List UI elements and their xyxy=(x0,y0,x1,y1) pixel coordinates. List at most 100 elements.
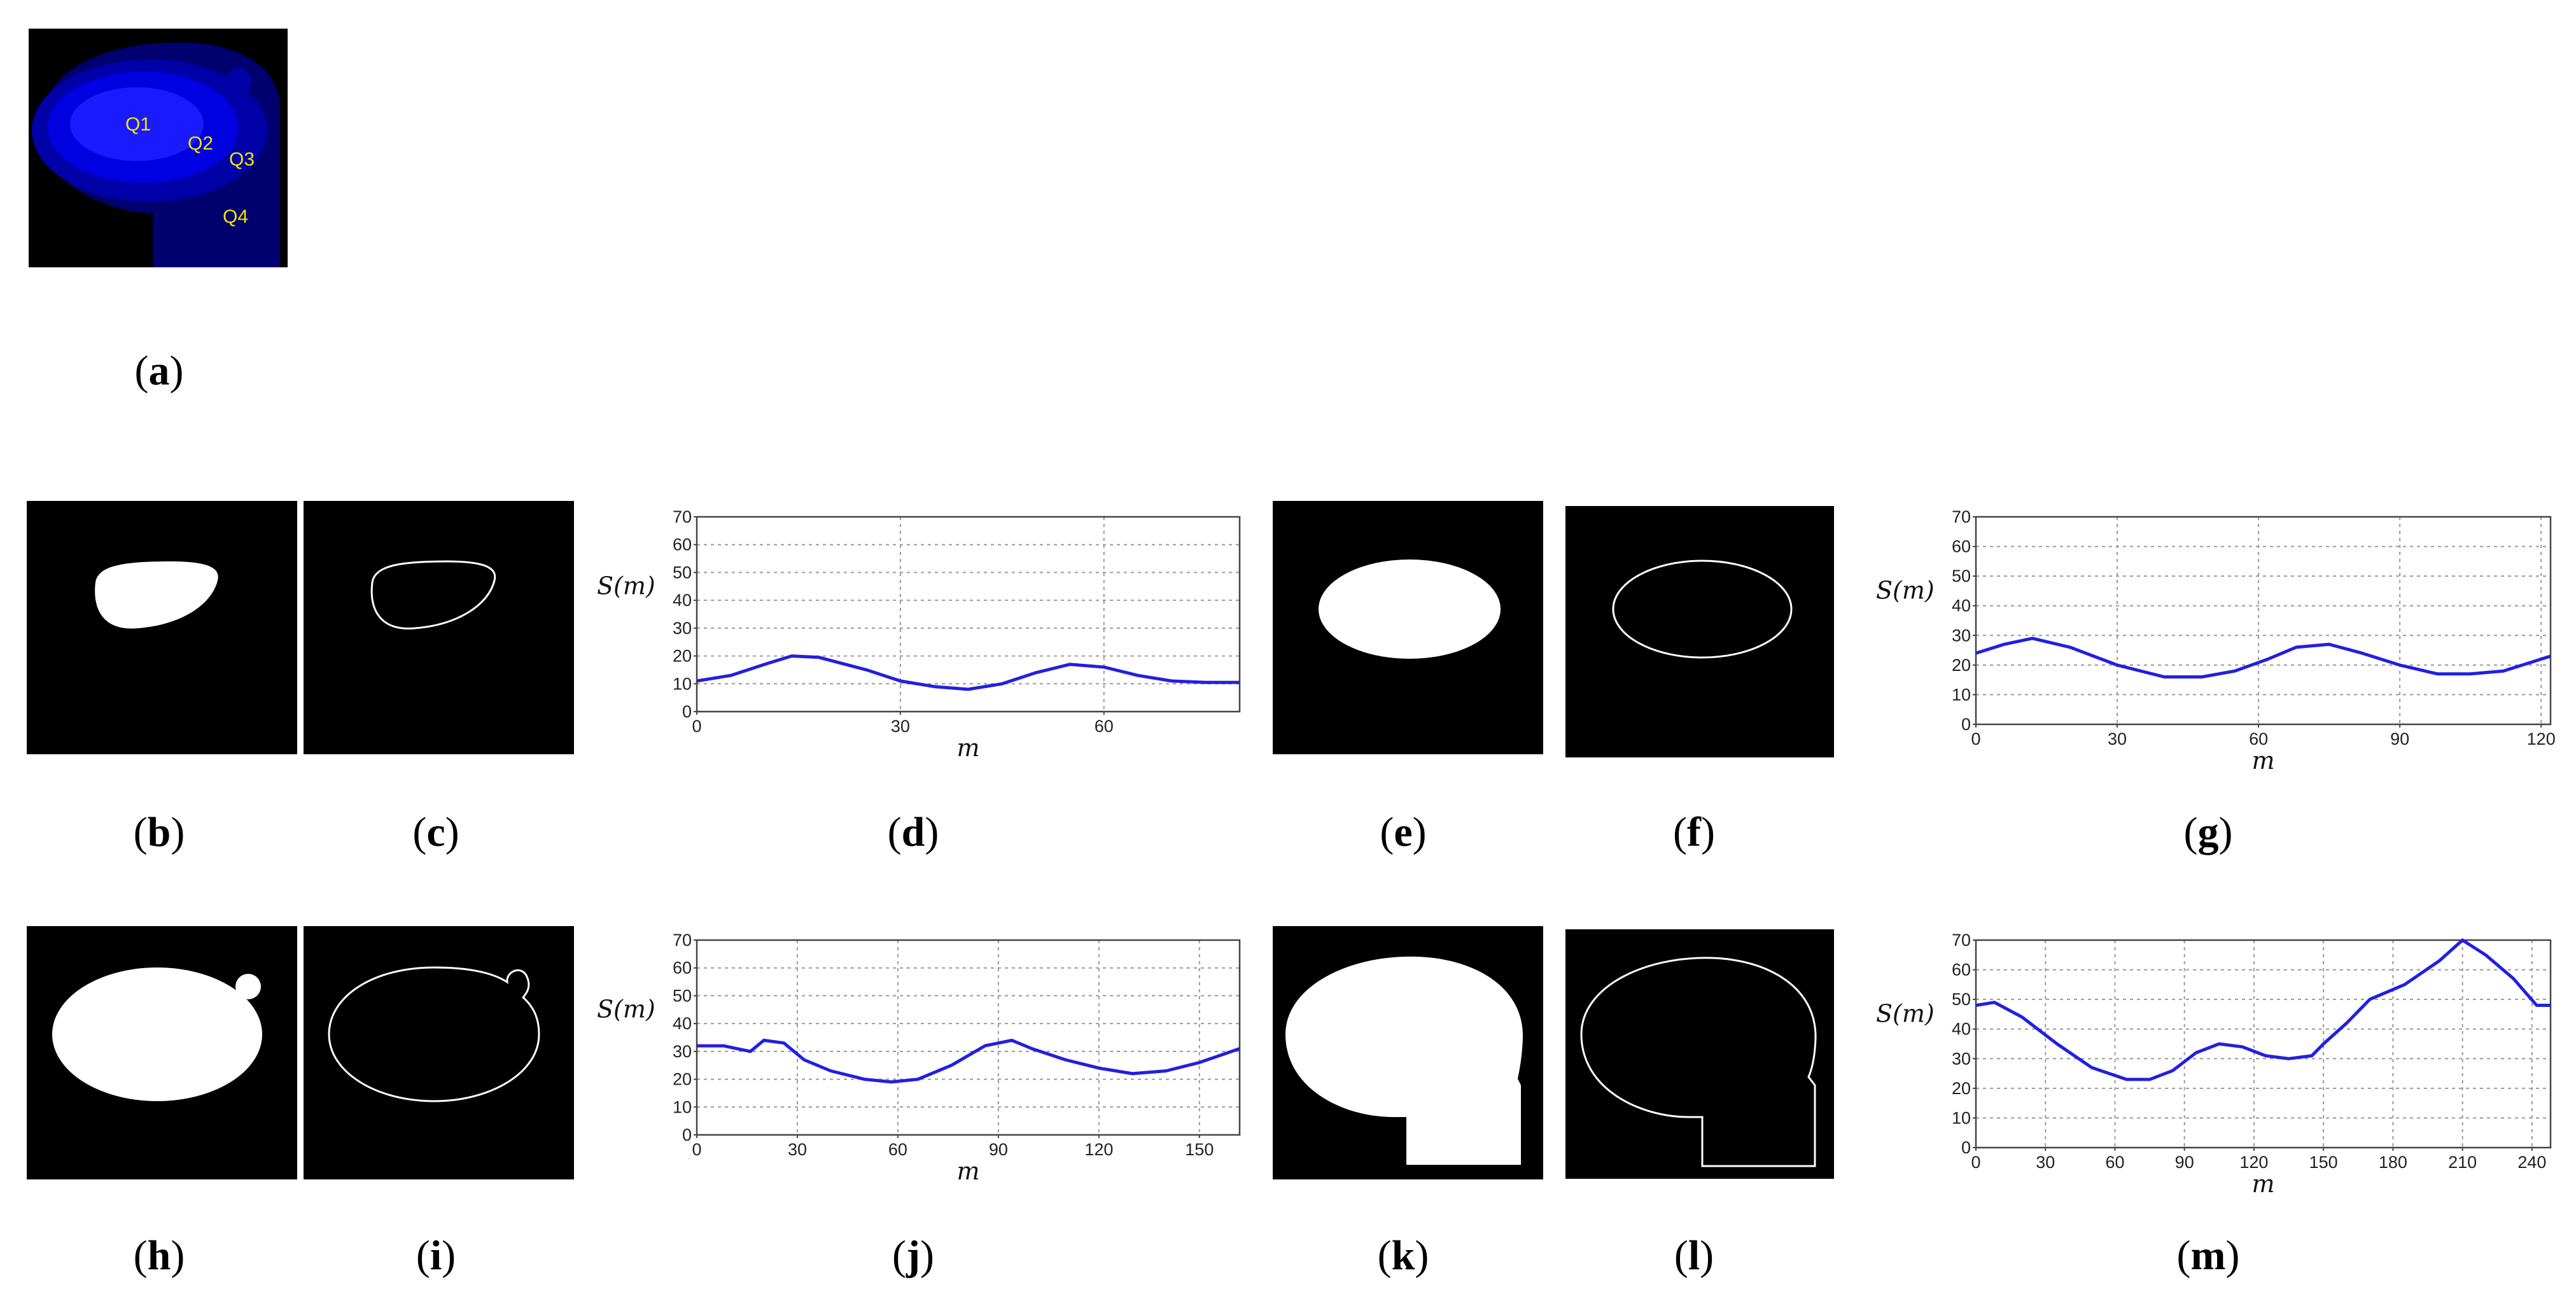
y-axis-label: S(m) xyxy=(597,995,655,1023)
y-tick-label: 40 xyxy=(1952,596,1971,615)
x-tick-label: 120 xyxy=(2527,729,2556,749)
x-tick-label: 30 xyxy=(788,1140,807,1159)
x-tick-label: 150 xyxy=(2309,1153,2338,1172)
x-tick-label: 90 xyxy=(989,1140,1008,1159)
y-tick-label: 0 xyxy=(682,1125,692,1144)
x-tick-label: 210 xyxy=(2448,1153,2477,1172)
series-line xyxy=(696,654,1240,691)
y-tick-label: 50 xyxy=(673,986,692,1005)
mask-shape-e xyxy=(1319,559,1501,659)
chart-j-signature: 0 10 20 30 40 50 60 70 0 30 60 90 120 150 S(m) m xyxy=(597,931,1241,1181)
x-tick-label: 240 xyxy=(2517,1153,2546,1172)
y-tick-label: 30 xyxy=(1952,1049,1971,1068)
y-tick-label: 70 xyxy=(673,507,692,526)
series-line xyxy=(1975,636,2551,679)
x-axis-label: m xyxy=(2251,1170,2274,1193)
y-tick-label: 10 xyxy=(673,1097,692,1116)
panel-k-segmented-mask xyxy=(1273,926,1543,1179)
x-tick-label: 60 xyxy=(2105,1153,2124,1172)
x-tick-label: 60 xyxy=(1095,717,1114,736)
y-tick-label: 0 xyxy=(1961,1138,1971,1157)
caption-j: (j) xyxy=(892,1232,934,1279)
caption-k: (k) xyxy=(1377,1232,1429,1279)
zone-q1-region xyxy=(70,87,204,161)
caption-a: (a) xyxy=(134,348,184,394)
panel-f-boundary-contour xyxy=(1565,506,1834,757)
x-axis-label: m xyxy=(2251,747,2274,770)
panel-c-boundary-contour xyxy=(304,501,574,754)
x-tick-label: 0 xyxy=(692,717,701,736)
mask-bump-h xyxy=(235,974,261,999)
chart-d-signature: 0 10 20 30 40 50 60 70 0 30 60 S(m) m xyxy=(597,507,1241,757)
y-tick-label: 50 xyxy=(1952,990,1971,1009)
y-tick-label: 0 xyxy=(682,702,692,721)
y-tick-label: 10 xyxy=(1952,1108,1971,1127)
panel-l-boundary-contour xyxy=(1565,929,1834,1179)
x-tick-label: 30 xyxy=(891,717,910,736)
x-tick-label: 90 xyxy=(2175,1153,2194,1172)
panel-h-segmented-mask xyxy=(27,926,297,1179)
x-axis-label: m xyxy=(956,1157,979,1181)
plot-area xyxy=(697,940,1240,1135)
x-tick-label: 120 xyxy=(1084,1140,1113,1159)
x-tick-label: 180 xyxy=(2379,1153,2407,1172)
series-line xyxy=(1975,938,2551,1081)
panel-i-boundary-contour xyxy=(304,926,574,1179)
caption-i: (i) xyxy=(416,1232,456,1279)
x-tick-label: 30 xyxy=(2036,1153,2055,1172)
x-tick-label: 90 xyxy=(2390,729,2409,749)
x-axis-label: m xyxy=(956,734,979,757)
contour-shape-f xyxy=(1612,559,1793,659)
y-tick-label: 40 xyxy=(1952,1020,1971,1039)
x-tick-label: 30 xyxy=(2108,729,2127,749)
y-tick-label: 20 xyxy=(673,1070,692,1089)
y-tick-label: 60 xyxy=(1952,537,1971,556)
x-tick-label: 60 xyxy=(2249,729,2268,749)
zone-label-q1: Q1 xyxy=(125,114,151,135)
x-tick-label: 120 xyxy=(2239,1153,2268,1172)
y-tick-label: 70 xyxy=(1952,931,1971,950)
y-tick-label: 30 xyxy=(673,619,692,638)
caption-d: (d) xyxy=(887,809,939,855)
y-tick-label: 20 xyxy=(1952,656,1971,675)
zone-q3-bump xyxy=(226,68,251,94)
x-tick-label: 0 xyxy=(692,1140,701,1159)
caption-c: (c) xyxy=(412,809,459,855)
panel-b-segmented-mask xyxy=(27,501,297,754)
y-tick-label: 70 xyxy=(673,931,692,950)
y-tick-label: 40 xyxy=(673,591,692,610)
plot-frame xyxy=(696,516,1241,713)
mask-shape-b xyxy=(95,561,218,629)
y-tick-label: 0 xyxy=(1961,715,1971,734)
chart-g-signature: 0 10 20 30 40 50 60 70 0 30 60 90 120 S(m) m xyxy=(1876,507,2556,770)
y-tick-label: 20 xyxy=(1952,1079,1971,1098)
y-tick-label: 60 xyxy=(1952,960,1971,980)
caption-b: (b) xyxy=(133,809,185,855)
mask-shape-h xyxy=(52,967,262,1101)
contour-shape-c xyxy=(370,560,496,629)
x-tick-label: 0 xyxy=(1971,1153,1980,1172)
zone-label-q4: Q4 xyxy=(223,206,248,227)
panel-a-zone-image: Q1 Q2 Q3 Q4 xyxy=(29,29,288,267)
y-tick-label: 10 xyxy=(673,674,692,693)
plot-area xyxy=(1976,517,2551,724)
y-axis-label: S(m) xyxy=(1876,999,1935,1027)
zone-label-q2: Q2 xyxy=(188,133,213,154)
x-tick-label: 0 xyxy=(1971,729,1980,749)
plot-frame xyxy=(1975,516,2552,726)
x-tick-label: 60 xyxy=(888,1140,907,1159)
plot-area xyxy=(1976,940,2551,1148)
y-tick-label: 70 xyxy=(1952,507,1971,526)
x-tick-label: 150 xyxy=(1185,1140,1214,1159)
y-tick-label: 60 xyxy=(673,959,692,978)
contour-shape-l xyxy=(1580,957,1817,1167)
plot-frame xyxy=(1975,939,2552,1149)
contour-shape-i xyxy=(328,966,540,1102)
plot-frame xyxy=(696,939,1241,1136)
caption-g: (g) xyxy=(2183,809,2233,855)
y-tick-label: 40 xyxy=(673,1014,692,1033)
mask-shape-k xyxy=(1285,956,1523,1165)
y-tick-label: 50 xyxy=(673,563,692,582)
series-line xyxy=(697,1038,1240,1084)
caption-e: (e) xyxy=(1380,809,1427,855)
